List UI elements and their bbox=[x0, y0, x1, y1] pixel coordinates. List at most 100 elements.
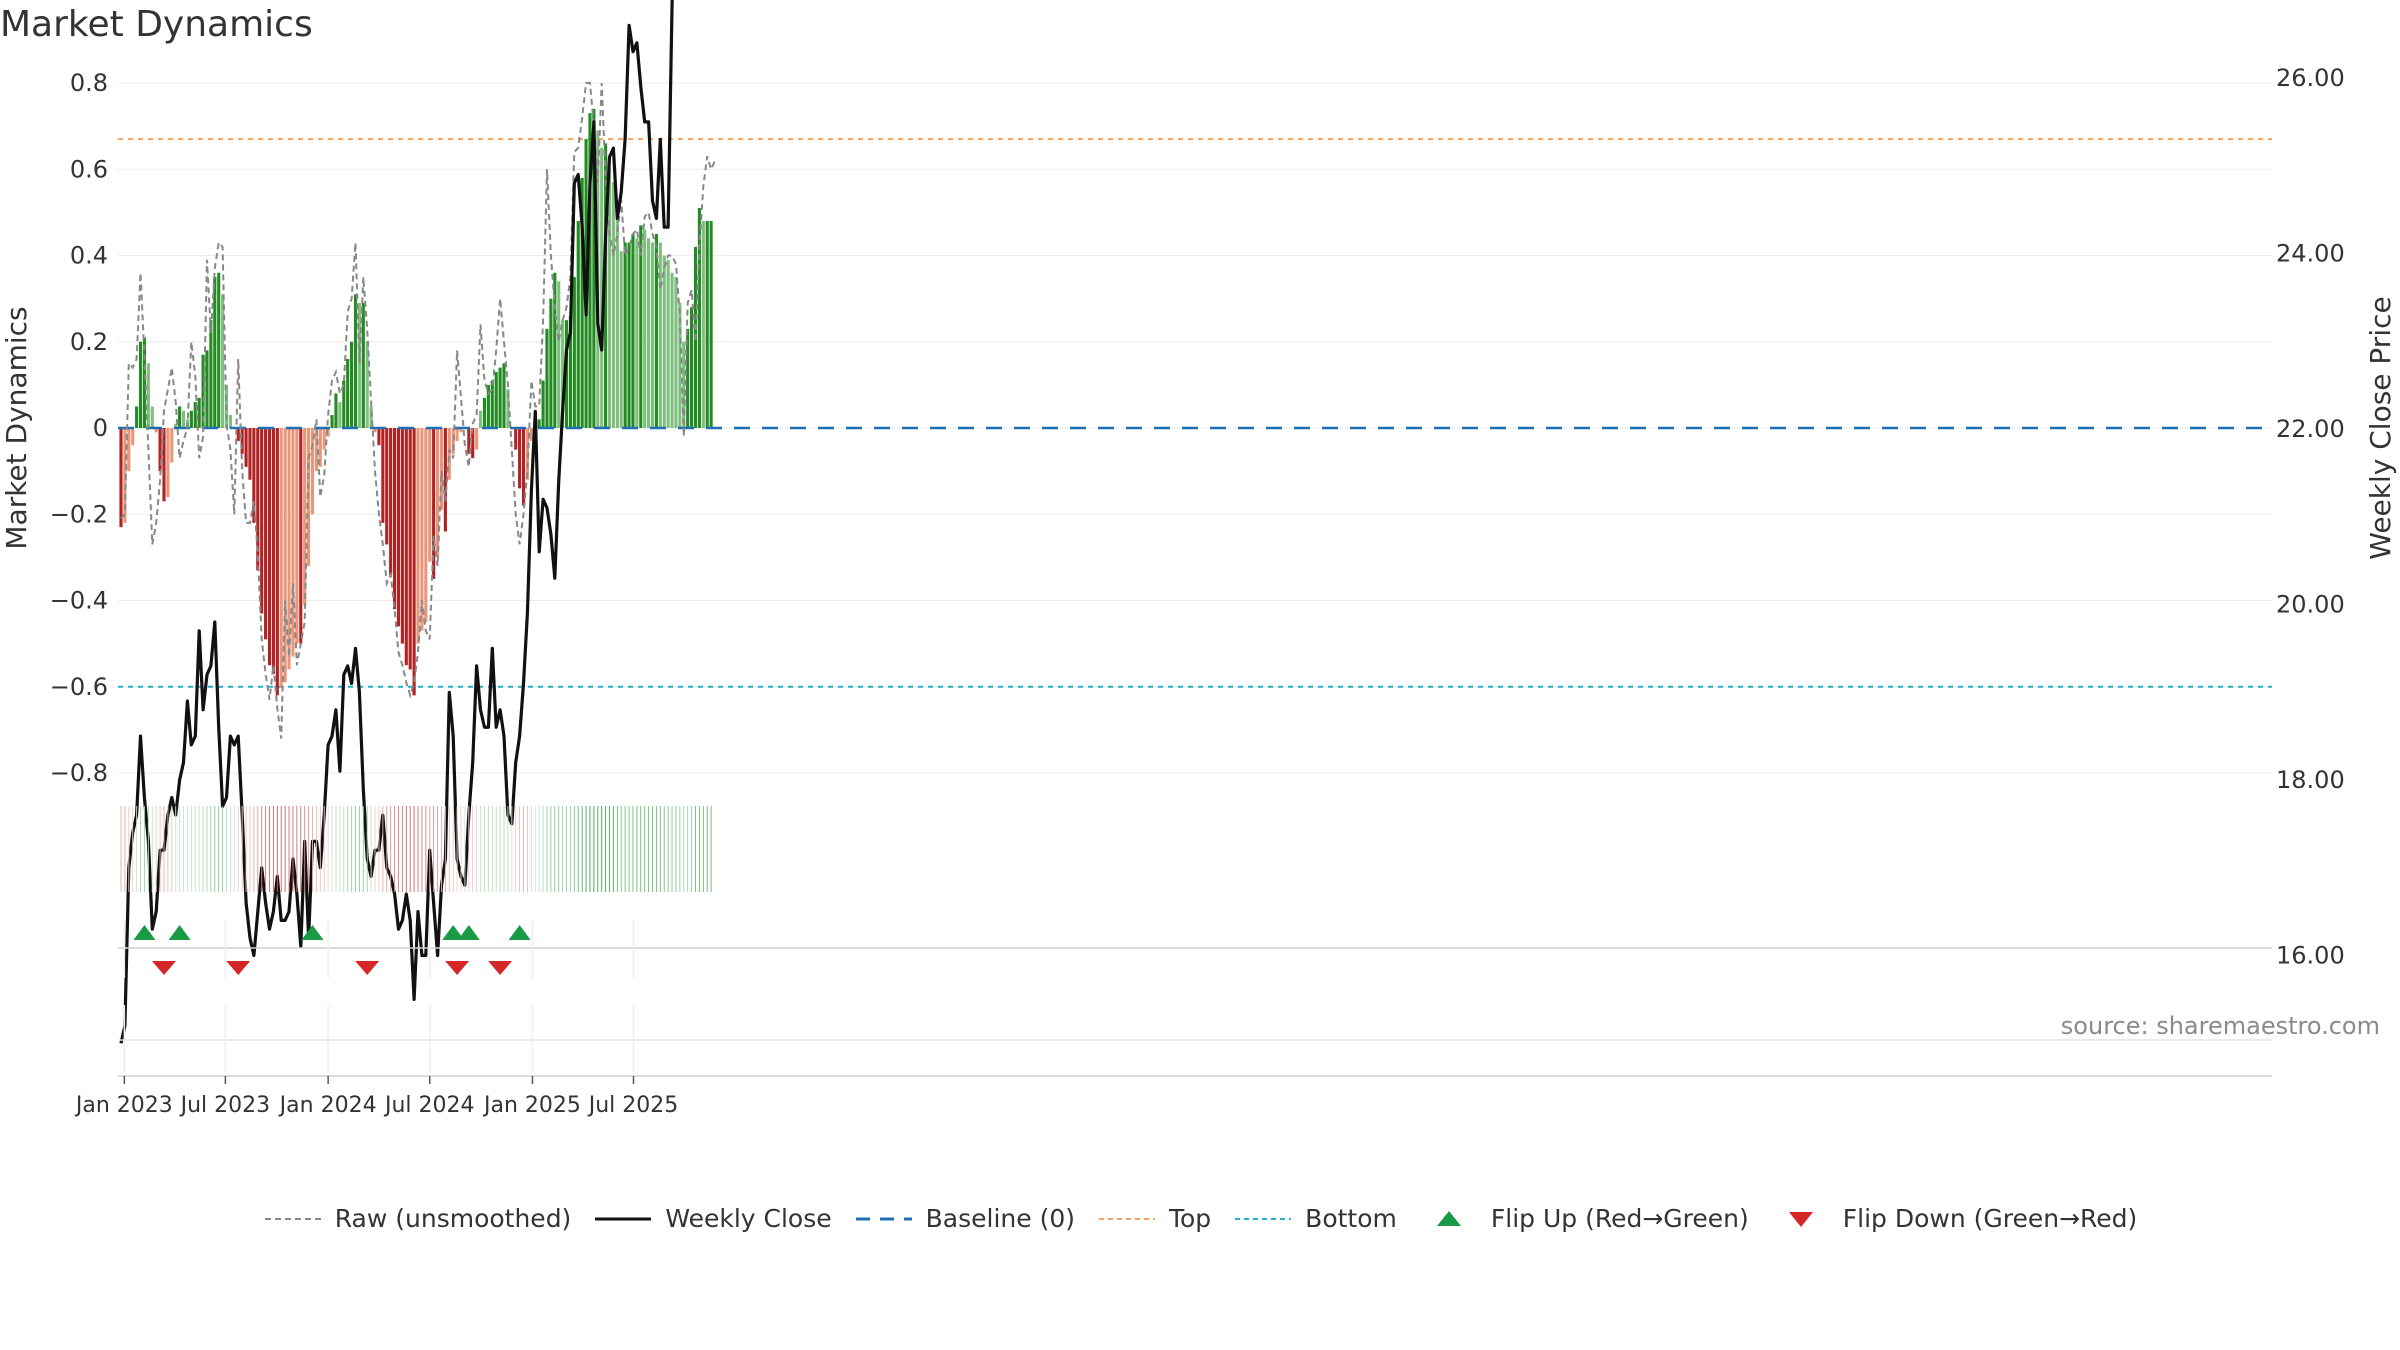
dynamics-bar bbox=[686, 328, 690, 428]
dynamics-bar bbox=[365, 341, 369, 428]
dynamics-bar bbox=[346, 359, 350, 428]
dynamics-bar bbox=[451, 428, 455, 454]
y-tick-label: −0.6 bbox=[50, 673, 108, 701]
dynamics-bar bbox=[135, 406, 139, 428]
dynamics-bar bbox=[580, 177, 584, 428]
heat-strip-cell bbox=[464, 806, 466, 892]
heat-strip-cell bbox=[245, 806, 247, 892]
heat-strip-cell bbox=[233, 806, 235, 892]
dynamics-bar bbox=[662, 255, 666, 428]
red-down-triangle-icon bbox=[1788, 1211, 1813, 1227]
heat-strip-cell bbox=[624, 806, 626, 892]
flip-up-marker bbox=[442, 925, 465, 940]
dynamics-bar bbox=[623, 242, 627, 428]
legend-item: Top bbox=[1097, 1204, 1211, 1233]
dynamics-bar bbox=[482, 397, 487, 428]
dynamics-bar bbox=[209, 320, 213, 428]
heat-strip-cell bbox=[534, 806, 536, 892]
heat-strip-cell bbox=[241, 806, 243, 892]
dynamics-bar bbox=[467, 428, 471, 454]
dynamics-bar bbox=[416, 428, 420, 644]
raw-line bbox=[120, 82, 716, 739]
dynamics-bar bbox=[408, 428, 412, 670]
heat-strip-cell bbox=[429, 806, 431, 892]
dynamics-bar bbox=[690, 307, 694, 428]
flip-up-marker bbox=[457, 925, 480, 940]
heat-strip-cell bbox=[198, 806, 200, 892]
heat-strip-cell bbox=[296, 806, 298, 892]
dotted-orange-line-icon bbox=[1098, 1217, 1155, 1220]
y2-tick-label: 22.00 bbox=[2276, 415, 2345, 443]
heat-strip-cell bbox=[343, 806, 345, 892]
dynamics-bar bbox=[217, 272, 221, 428]
dynamics-bar bbox=[338, 402, 342, 428]
chart-title: Market Dynamics bbox=[0, 4, 313, 45]
dynamics-bar bbox=[592, 108, 596, 428]
heat-strip-cell bbox=[511, 806, 513, 892]
heat-strip-cell bbox=[499, 806, 501, 892]
dynamics-bar bbox=[643, 229, 647, 428]
dynamics-bar bbox=[236, 428, 240, 441]
dynamics-bar bbox=[678, 302, 682, 428]
heat-strip-cell bbox=[569, 806, 571, 892]
dynamics-bar bbox=[283, 428, 287, 683]
dynamics-bar bbox=[666, 259, 670, 428]
heat-strip-cell bbox=[237, 806, 239, 892]
dynamics-bar bbox=[701, 221, 705, 428]
heat-strip-cell bbox=[577, 806, 579, 892]
heat-strip-cell bbox=[648, 806, 650, 892]
heat-strip-cell bbox=[398, 806, 399, 892]
heat-strip-cell bbox=[538, 806, 540, 892]
dynamics-bar bbox=[170, 428, 174, 463]
dynamics-bar bbox=[314, 428, 318, 472]
heat-strip-cell bbox=[179, 806, 181, 892]
y-tick-label: 0.8 bbox=[70, 69, 108, 97]
heat-strip-cell bbox=[261, 806, 263, 892]
dynamics-bar bbox=[189, 410, 193, 428]
dynamics-bar bbox=[326, 428, 330, 437]
heat-strip-cell bbox=[417, 806, 419, 892]
dynamics-bar bbox=[486, 384, 490, 428]
heat-strip-cell bbox=[300, 806, 302, 892]
dynamics-bar bbox=[271, 428, 275, 674]
flip-down-marker bbox=[445, 961, 470, 975]
heat-strip-cell bbox=[280, 806, 282, 892]
heat-strip-cell bbox=[163, 806, 165, 892]
heat-strip-cell bbox=[554, 806, 556, 892]
heat-strip-cell bbox=[616, 806, 618, 892]
x-tick-label: Jul 2024 bbox=[383, 1093, 475, 1118]
dynamics-bar bbox=[635, 238, 639, 428]
dynamics-bar bbox=[322, 428, 326, 450]
heat-strip-cell bbox=[347, 806, 349, 892]
dynamics-bar bbox=[420, 428, 424, 631]
dynamics-bar bbox=[674, 277, 678, 428]
heat-strip-cell bbox=[558, 806, 560, 892]
dynamics-bar bbox=[447, 428, 451, 480]
dynamics-bar bbox=[611, 182, 615, 428]
y-tick-label: −0.8 bbox=[50, 759, 108, 787]
dynamics-bar bbox=[142, 337, 147, 428]
dynamics-bar bbox=[205, 350, 209, 428]
dynamics-bar bbox=[389, 428, 393, 575]
heat-strip-cell bbox=[413, 806, 415, 892]
heat-strip-cell bbox=[597, 806, 599, 892]
dynamics-bar bbox=[654, 233, 658, 428]
dashed-blue-line-icon bbox=[855, 1217, 912, 1220]
dynamics-bar bbox=[615, 212, 619, 428]
dynamics-bar bbox=[459, 428, 463, 433]
heat-strip-cell bbox=[695, 806, 696, 892]
dynamics-bar bbox=[619, 251, 623, 428]
dynamics-bar bbox=[264, 428, 268, 640]
dynamics-bar bbox=[439, 428, 444, 510]
heat-strip-cell bbox=[186, 806, 188, 892]
dynamics-bar bbox=[404, 428, 408, 666]
dynamics-bar bbox=[529, 428, 533, 441]
heat-strip-cell bbox=[437, 806, 439, 892]
dynamics-bar bbox=[275, 428, 279, 696]
dynamics-bar bbox=[342, 380, 346, 428]
flip-down-marker bbox=[488, 961, 513, 975]
heat-strip-cell bbox=[632, 806, 634, 892]
dynamics-bar bbox=[260, 428, 264, 614]
dynamics-bar bbox=[588, 113, 592, 428]
